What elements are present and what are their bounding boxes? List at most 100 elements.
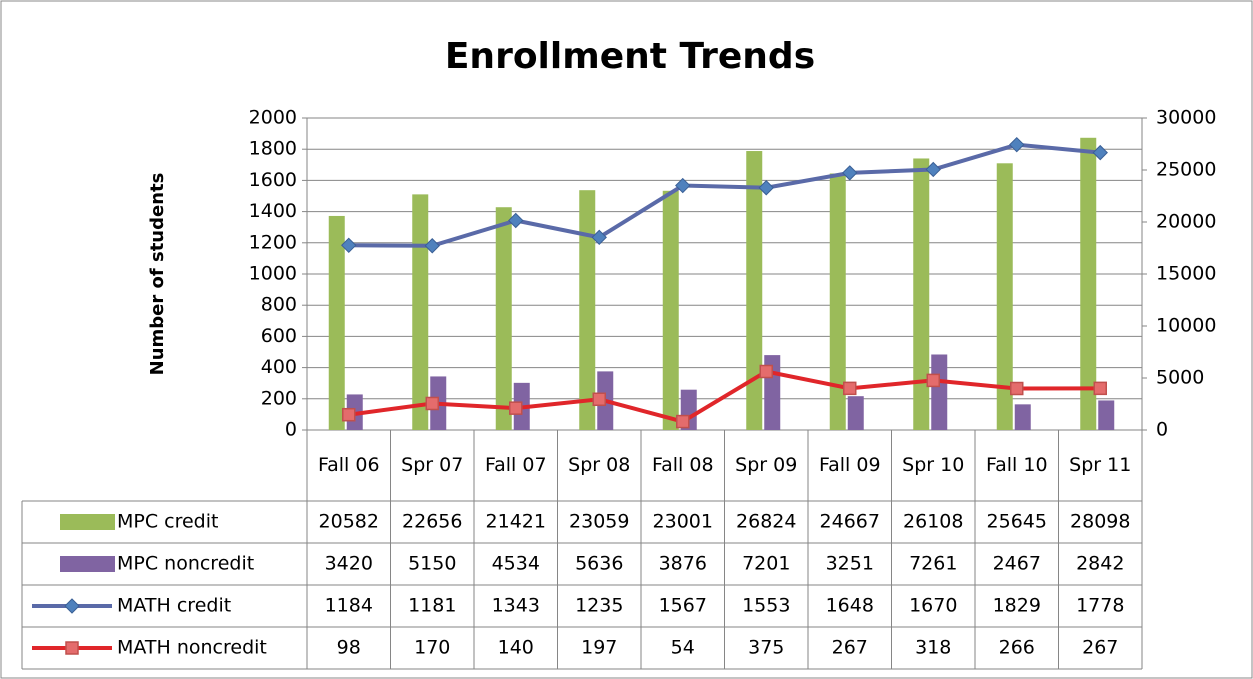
y-tick-label: 0 [285, 419, 297, 441]
table-value: 4534 [492, 553, 540, 575]
y-tick-label: 1000 [249, 263, 297, 285]
table-value: 1648 [826, 595, 874, 617]
legend-label: MATH noncredit [117, 637, 267, 659]
table-value: 1567 [659, 595, 707, 617]
table-value: 54 [671, 637, 695, 659]
marker [1009, 136, 1025, 153]
marker [842, 165, 858, 181]
table-value: 7261 [909, 553, 957, 575]
table-value: 1181 [408, 595, 456, 617]
y2-tick-label: 30000 [1156, 107, 1216, 129]
table-value: 98 [337, 637, 361, 659]
table-value: 267 [832, 637, 868, 659]
marker [341, 237, 357, 254]
y-axis-label: Number of students [147, 173, 168, 376]
x-tick-label: Spr 07 [401, 454, 463, 476]
marker [926, 373, 940, 388]
table-value: 267 [1082, 637, 1118, 659]
bar [996, 163, 1013, 431]
table-value: 20582 [319, 511, 379, 533]
marker [425, 396, 439, 411]
y-tick-label: 1400 [249, 200, 297, 222]
marker [592, 392, 606, 407]
marker [843, 381, 857, 396]
legend-key [60, 556, 115, 572]
legend-label: MPC noncredit [117, 553, 254, 575]
table-value: 2842 [1076, 553, 1124, 575]
x-tick-label: Fall 09 [819, 454, 881, 476]
x-tick-label: Fall 10 [986, 454, 1048, 476]
y-tick-label: 1600 [249, 169, 297, 191]
marker [424, 238, 440, 254]
x-tick-label: Spr 08 [568, 454, 630, 476]
table-value: 170 [414, 637, 450, 659]
marker [1093, 381, 1107, 396]
marker [759, 364, 773, 379]
y2-tick-label: 5000 [1156, 367, 1204, 389]
bar [913, 158, 930, 430]
bar [746, 151, 763, 430]
y2-tick-label: 25000 [1156, 159, 1216, 181]
y2-tick-label: 0 [1156, 419, 1168, 441]
marker [925, 161, 941, 178]
x-tick-label: Spr 10 [902, 454, 964, 476]
bar [495, 207, 512, 430]
table-value: 140 [498, 637, 534, 659]
table-value: 28098 [1070, 511, 1130, 533]
table-value: 197 [581, 637, 617, 659]
bar [829, 173, 846, 430]
y-tick-label: 600 [261, 325, 297, 347]
table-value: 1778 [1076, 595, 1124, 617]
bar [847, 396, 864, 430]
table-value: 3876 [659, 553, 707, 575]
table-value: 7201 [742, 553, 790, 575]
table-value: 1829 [993, 595, 1041, 617]
marker [676, 414, 690, 429]
marker [675, 177, 691, 194]
table-value: 2467 [993, 553, 1041, 575]
marker [342, 407, 356, 422]
y-tick-label: 1800 [249, 138, 297, 160]
legend-label: MPC credit [117, 511, 218, 533]
marker [1010, 381, 1024, 396]
table-value: 375 [748, 637, 784, 659]
legend-key [60, 514, 115, 530]
table-value: 25645 [987, 511, 1047, 533]
bar [412, 194, 429, 430]
y-tick-label: 1200 [249, 231, 297, 253]
table-value: 1343 [492, 595, 540, 617]
table-value: 1670 [909, 595, 957, 617]
table-value: 5150 [408, 553, 456, 575]
marker [591, 229, 607, 246]
legend-label: MATH credit [117, 595, 231, 617]
marker [1092, 144, 1108, 161]
x-tick-label: Fall 06 [318, 454, 380, 476]
table-value: 3420 [325, 553, 373, 575]
table-value: 3251 [826, 553, 874, 575]
table-value: 26824 [736, 511, 796, 533]
y-tick-label: 200 [261, 387, 297, 409]
chart-title: Enrollment Trends [445, 36, 815, 77]
bar [1098, 400, 1115, 430]
y-tick-label: 400 [261, 356, 297, 378]
bar [1080, 137, 1097, 430]
y-tick-label: 800 [261, 294, 297, 316]
y2-tick-label: 20000 [1156, 211, 1216, 233]
table-value: 1235 [575, 595, 623, 617]
marker [508, 212, 524, 229]
marker [65, 641, 79, 655]
table-value: 24667 [820, 511, 880, 533]
table-value: 23059 [569, 511, 629, 533]
x-tick-label: Fall 07 [485, 454, 547, 476]
table-value: 1553 [742, 595, 790, 617]
y2-tick-label: 10000 [1156, 315, 1216, 337]
table-value: 21421 [486, 511, 546, 533]
table-value: 23001 [653, 511, 713, 533]
marker [64, 598, 80, 614]
bar [579, 190, 596, 430]
bar [662, 190, 679, 430]
line [348, 369, 1101, 424]
table-value: 1184 [325, 595, 373, 617]
